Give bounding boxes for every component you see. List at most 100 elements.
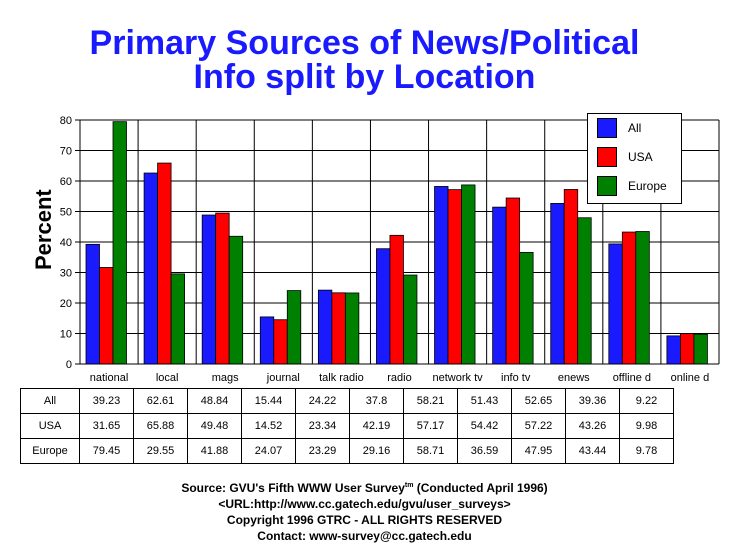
bar-usa-online-d [680, 333, 695, 365]
trademark-mark: tm [404, 482, 414, 489]
table-cell: 57.22 [511, 413, 566, 439]
bar-all-national [85, 243, 100, 365]
bar-all-talk-radio [317, 289, 333, 365]
table-cell: 57.17 [403, 413, 458, 439]
y-tick-label: 20 [60, 298, 72, 310]
source-date: (Conducted April 1996) [413, 481, 548, 495]
table-cell: 43.26 [565, 413, 620, 439]
bar-all-radio [376, 248, 391, 365]
bar-usa-network-tv [447, 189, 462, 365]
x-tick-label: radio [387, 372, 411, 384]
bar-europe-enews [577, 217, 592, 365]
x-tick-label: enews [558, 372, 590, 384]
chart-title-line2: Info split by Location [193, 58, 536, 96]
table-cell: 9.98 [619, 413, 674, 439]
table-cell: 24.07 [241, 438, 296, 464]
table-cell: 58.71 [403, 438, 458, 464]
legend-label: USA [628, 150, 653, 164]
table-row-label: All [20, 388, 80, 414]
source-text: Source: GVU's Fifth WWW User Survey [181, 481, 405, 495]
table-cell: 43.44 [565, 438, 620, 464]
y-tick-label: 0 [66, 359, 72, 371]
table-row-label: USA [20, 413, 80, 439]
table-cell: 36.59 [457, 438, 512, 464]
footer-copyright: Copyright 1996 GTRC - ALL RIGHTS RESERVE… [226, 513, 503, 527]
bar-europe-network-tv [461, 184, 476, 365]
table-cell: 62.61 [133, 388, 188, 414]
table-cell: 15.44 [241, 388, 296, 414]
bar-usa-offline-d [621, 231, 637, 365]
table-cell: 48.84 [187, 388, 242, 414]
bar-usa-radio [389, 234, 404, 365]
x-tick-label: online d [671, 372, 710, 384]
chart-title-line1: Primary Sources of News/Political [89, 24, 640, 62]
table-cell: 52.65 [511, 388, 566, 414]
table-cell: 29.55 [133, 438, 188, 464]
legend-swatch [597, 176, 617, 196]
legend-item: USA [597, 147, 653, 167]
bar-usa-mags [215, 212, 230, 365]
y-tick-labels: 0 10 20 30 40 50 60 70 80 [60, 115, 72, 371]
table-cell: 42.19 [349, 413, 404, 439]
legend-label: Europe [628, 179, 667, 193]
bar-all-local [143, 172, 158, 365]
bar-europe-national [112, 121, 127, 365]
x-tick-label: national [90, 372, 129, 384]
x-tick-label: mags [212, 372, 239, 384]
axes [75, 119, 719, 365]
table-row-label: Europe [20, 438, 80, 464]
bar-usa-local [157, 162, 172, 365]
y-tick-label: 80 [60, 115, 72, 127]
bar-europe-talk-radio [344, 292, 360, 365]
y-tick-label: 70 [60, 146, 72, 158]
bar-europe-mags [228, 235, 244, 365]
footer: Source: GVU's Fifth WWW User Surveytm (C… [0, 478, 729, 544]
table-cell: 23.34 [295, 413, 350, 439]
bar-usa-enews [563, 189, 579, 365]
table-cell: 29.16 [349, 438, 404, 464]
bar-europe-journal [286, 290, 302, 365]
x-tick-label: journal [266, 372, 300, 384]
bar-all-journal [259, 316, 275, 365]
x-tick-label: offline d [613, 372, 651, 384]
bar-usa-journal [273, 319, 288, 365]
chart-title: Primary Sources of News/Political Info s… [0, 26, 729, 94]
table-cell: 9.78 [619, 438, 674, 464]
bar-chart: 0 10 20 30 40 50 60 70 80 national local mags journ… [60, 115, 720, 384]
legend-swatch [597, 147, 617, 167]
table-row: Europe 79.45 29.55 41.88 24.07 23.29 29.16 58.7… [20, 438, 674, 464]
bar-all-info-tv [492, 206, 507, 365]
bar-all-mags [201, 214, 217, 365]
x-tick-label: talk radio [319, 372, 364, 384]
table-row: USA 31.65 65.88 49.48 14.52 23.34 42.19 57.17 54… [20, 413, 674, 439]
legend-label: All [628, 121, 642, 135]
bar-all-online-d [666, 335, 681, 365]
table-cell: 37.8 [349, 388, 404, 414]
table-cell: 41.88 [187, 438, 242, 464]
y-tick-label: 10 [60, 329, 72, 341]
bar-usa-national [99, 267, 114, 365]
bar-all-enews [550, 203, 565, 365]
table-cell: 39.36 [565, 388, 620, 414]
y-tick-label: 50 [60, 207, 72, 219]
legend-item: Europe [597, 176, 667, 196]
legend: All USA Europe [587, 113, 682, 204]
bar-all-offline-d [608, 243, 623, 365]
table-cell: 24.22 [295, 388, 350, 414]
table-row: All 39.23 62.61 48.84 15.44 24.22 37.8 58.21 51.… [20, 388, 674, 414]
table-cell: 14.52 [241, 413, 296, 439]
table-cell: 54.42 [457, 413, 512, 439]
y-tick-label: 30 [60, 268, 72, 280]
x-tick-label: local [156, 372, 179, 384]
table-cell: 49.48 [187, 413, 242, 439]
bar-europe-radio [403, 274, 418, 365]
x-tick-label: info tv [501, 372, 531, 384]
bar-europe-offline-d [635, 231, 650, 365]
table-cell: 58.21 [403, 388, 458, 414]
y-tick-label: 60 [60, 176, 72, 188]
x-tick-label: network tv [433, 372, 484, 384]
footer-contact: Contact: www-survey@cc.gatech.edu [257, 529, 472, 543]
bar-europe-local [170, 273, 185, 365]
table-cell: 47.95 [511, 438, 566, 464]
table-cell: 51.43 [457, 388, 512, 414]
